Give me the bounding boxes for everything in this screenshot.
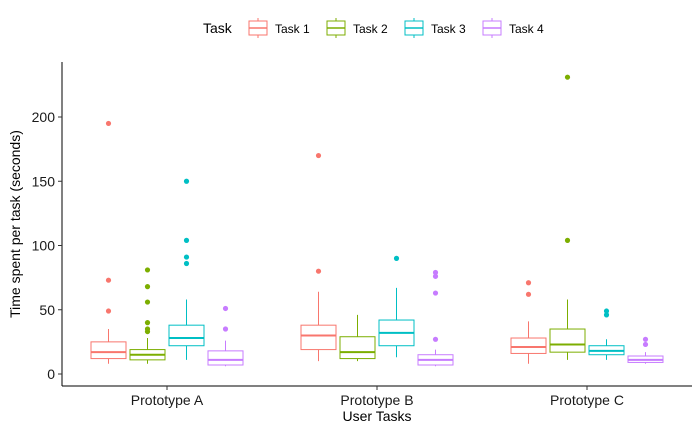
outlier-point <box>105 308 112 314</box>
outlier-point <box>525 280 532 286</box>
outlier-point <box>642 341 649 348</box>
y-tick-label: 100 <box>32 238 56 254</box>
box-group <box>168 178 205 360</box>
outlier-point <box>144 284 151 290</box>
outlier-point <box>183 254 190 260</box>
series-task-4 <box>207 269 664 367</box>
y-tick-label: 50 <box>39 302 55 318</box>
outlier-point <box>105 120 112 127</box>
box <box>510 337 547 354</box>
box-group <box>207 305 244 367</box>
outlier-point <box>222 326 229 332</box>
y-tick-label: 0 <box>47 366 55 382</box>
outlier-point <box>525 291 532 297</box>
legend-label: Task 1 <box>275 22 310 36</box>
box <box>207 350 244 366</box>
legend: Task Task 1 Task 2 Task 3 Task 4 <box>203 18 544 38</box>
legend-title: Task <box>203 20 233 36</box>
box-group <box>627 336 664 364</box>
box-group <box>300 152 337 362</box>
outlier-point <box>432 336 439 342</box>
legend-label: Task 4 <box>509 22 544 36</box>
box-group <box>378 255 415 358</box>
box-group <box>129 267 166 364</box>
axes: 0 50 100 150 200 Prototype A Prototype B Protot… <box>32 62 692 408</box>
box-group <box>339 314 376 362</box>
x-tick-label: Prototype C <box>550 392 624 408</box>
legend-label: Task 3 <box>431 22 466 36</box>
box <box>90 341 127 360</box>
box-group <box>510 280 547 364</box>
box <box>168 324 205 347</box>
legend-item-task-3: Task 3 <box>404 18 466 38</box>
box <box>300 324 337 351</box>
y-tick-label: 200 <box>32 109 56 125</box>
y-axis-title: Time spent per task (seconds) <box>7 130 23 318</box>
outlier-point <box>564 237 571 243</box>
outlier-point <box>222 305 229 312</box>
box <box>549 328 586 353</box>
legend-item-task-4: Task 4 <box>482 18 544 38</box>
x-tick-label: Prototype B <box>340 392 413 408</box>
x-axis-title: User Tasks <box>343 408 412 424</box>
outlier-point <box>144 320 151 326</box>
plot-area <box>90 74 664 367</box>
outlier-point <box>183 260 190 267</box>
box-group <box>417 269 454 367</box>
outlier-point <box>603 308 610 314</box>
outlier-point <box>144 326 151 332</box>
outlier-point <box>564 74 571 80</box>
series-task-1 <box>90 120 547 364</box>
outlier-point <box>183 178 190 184</box>
outlier-point <box>144 299 151 305</box>
box-group <box>588 308 625 360</box>
box <box>339 336 376 360</box>
box-group <box>549 74 586 360</box>
outlier-point <box>315 152 322 159</box>
outlier-point <box>183 237 190 243</box>
outlier-point <box>432 269 439 276</box>
outlier-point <box>603 312 610 318</box>
outlier-point <box>393 255 400 261</box>
legend-item-task-1: Task 1 <box>248 18 310 38</box>
series-task-3 <box>168 178 625 360</box>
outlier-point <box>144 267 151 273</box>
box-group <box>90 120 127 364</box>
outlier-point <box>105 277 112 283</box>
legend-item-task-2: Task 2 <box>326 18 388 38</box>
outlier-point <box>642 336 649 342</box>
outlier-point <box>432 290 439 296</box>
outlier-point <box>432 273 439 279</box>
x-tick-label: Prototype A <box>131 392 204 408</box>
y-tick-label: 150 <box>32 173 56 189</box>
legend-label: Task 2 <box>353 22 388 36</box>
outlier-point <box>315 268 322 274</box>
series-task-2 <box>129 74 586 364</box>
